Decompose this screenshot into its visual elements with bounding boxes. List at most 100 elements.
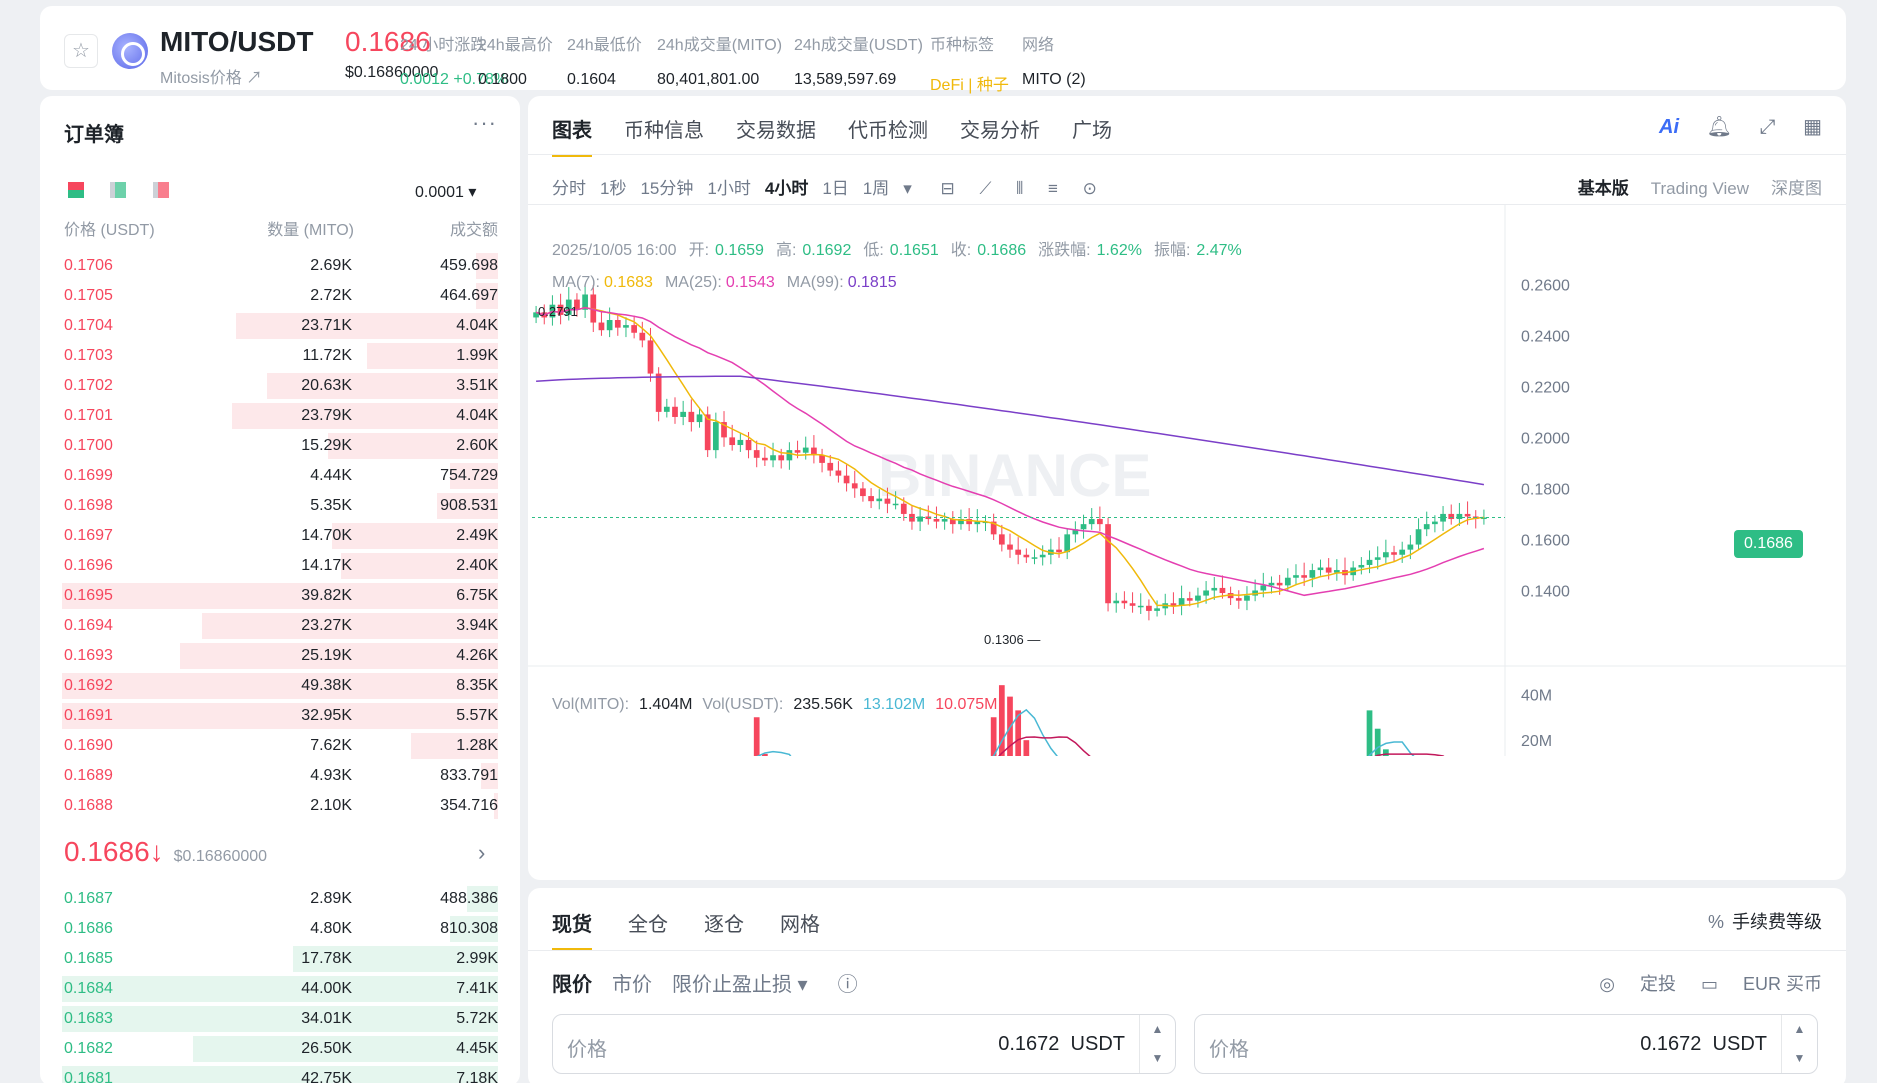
candle	[1072, 521, 1079, 543]
more-options-icon[interactable]: ···	[472, 110, 497, 135]
trade-mode-tab[interactable]: 逐仓	[704, 914, 744, 936]
ask-row[interactable]: 0.1693 25.19K 4.26K	[40, 641, 520, 671]
trade-mode-tab[interactable]: 现货	[552, 914, 592, 951]
ask-row[interactable]: 0.1690 7.62K 1.28K	[40, 731, 520, 761]
candle-body	[663, 406, 670, 412]
ask-row[interactable]: 0.1695 39.82K 6.75K	[40, 581, 520, 611]
ai-icon[interactable]: Ai	[1659, 116, 1680, 138]
ask-row[interactable]: 0.1701 23.79K 4.04K	[40, 401, 520, 431]
order-type-tab[interactable]: 限价止盈止损 ▾	[672, 974, 808, 996]
volume-bar	[1366, 710, 1373, 756]
price-chart[interactable]: BINANCE 0.2600 0.2400 0.2200 0.2000 0.1800 0.1…	[528, 96, 1846, 756]
trade-mode-tab[interactable]: 网格	[780, 914, 820, 936]
tick-size-select[interactable]: 0.0001 ▾	[415, 184, 477, 201]
asks-view-icon[interactable]	[152, 182, 169, 198]
row-qty: 2.89K	[310, 890, 352, 907]
bid-row[interactable]: 0.1681 42.75K 7.18K	[40, 1064, 520, 1083]
stat-key: 24 小时涨跌	[400, 37, 487, 54]
candle-body	[1276, 582, 1283, 586]
ask-row[interactable]: 0.1689 4.93K 833.791	[40, 761, 520, 791]
row-total: 354.716	[440, 797, 498, 814]
buy-price-stepper[interactable]: ▲ ▼	[1139, 1015, 1175, 1073]
row-qty: 11.72K	[302, 347, 352, 364]
bid-row[interactable]: 0.1686 4.80K 810.308	[40, 914, 520, 944]
interval-option[interactable]: 1日	[822, 179, 849, 198]
sell-price-input[interactable]: 价格 0.1672 USDT ▲ ▼	[1194, 1014, 1818, 1074]
layout-icon[interactable]: ▦	[1803, 116, 1822, 138]
tab-3[interactable]: 代币检测	[848, 120, 928, 142]
ask-row[interactable]: 0.1704 23.71K 4.04K	[40, 311, 520, 341]
bid-row[interactable]: 0.1683 34.01K 5.72K	[40, 1004, 520, 1034]
ask-row[interactable]: 0.1697 14.70K 2.49K	[40, 521, 520, 551]
depth-bar	[62, 673, 498, 699]
ask-row[interactable]: 0.1691 32.95K 5.57K	[40, 701, 520, 731]
buy-price-value[interactable]: 0.1672 USDT	[998, 1033, 1125, 1056]
candle	[614, 313, 621, 336]
ask-row[interactable]: 0.1688 2.10K 354.716	[40, 791, 520, 821]
buy-crypto-link[interactable]: ▭ EUR 买币	[1700, 974, 1822, 994]
interval-option[interactable]: 1小时	[707, 179, 751, 198]
info-icon[interactable]: ⓘ	[837, 974, 858, 996]
ask-row[interactable]: 0.1699 4.44K 754.729	[40, 461, 520, 491]
interval-option[interactable]: 4小时	[764, 179, 809, 198]
ask-row[interactable]: 0.1703 11.72K 1.99K	[40, 341, 520, 371]
ask-row[interactable]: 0.1705 2.72K 464.697	[40, 281, 520, 311]
stat-value: 0.0012 +0.78%	[400, 71, 509, 88]
coin-info-link[interactable]: Mitosis价格 ↗	[160, 70, 263, 87]
ask-row[interactable]: 0.1702 20.63K 3.51K	[40, 371, 520, 401]
y-tick-label: 0.2400	[1521, 328, 1570, 345]
stat-item: 24h最高价 0.1800	[478, 31, 553, 89]
order-type-tab[interactable]: 限价	[552, 974, 592, 996]
candle-body	[1244, 595, 1250, 601]
ask-row[interactable]: 0.1694 23.27K 3.94K	[40, 611, 520, 641]
view-type-option[interactable]: Trading View	[1650, 179, 1749, 198]
bids-view-icon[interactable]	[110, 182, 127, 198]
chevron-right-icon[interactable]: ›	[478, 840, 486, 865]
candle	[1358, 557, 1365, 575]
tab-1[interactable]: 币种信息	[624, 120, 704, 142]
tab-5[interactable]: 广场	[1072, 120, 1112, 142]
sell-price-stepper[interactable]: ▲ ▼	[1781, 1015, 1817, 1073]
ask-row[interactable]: 0.1706 2.69K 459.698	[40, 251, 520, 281]
bid-row[interactable]: 0.1682 26.50K 4.45K	[40, 1034, 520, 1064]
bid-row[interactable]: 0.1687 2.89K 488.386	[40, 884, 520, 914]
both-sides-view-icon[interactable]	[68, 182, 84, 198]
ask-row[interactable]: 0.1700 15.29K 2.60K	[40, 431, 520, 461]
tab-4[interactable]: 交易分析	[960, 120, 1040, 142]
row-total: 6.75K	[456, 587, 498, 604]
sell-price-value[interactable]: 0.1672 USDT	[1640, 1033, 1767, 1056]
fee-level-link[interactable]: % 手续费等级	[1708, 908, 1822, 934]
view-type-option[interactable]: 基本版	[1577, 179, 1629, 198]
interval-option[interactable]: 1周	[862, 179, 890, 198]
candle-body	[1268, 582, 1275, 586]
interval-option[interactable]: ▾	[903, 179, 912, 198]
tab-2[interactable]: 交易数据	[736, 120, 816, 142]
mito-coin-logo	[112, 33, 148, 69]
candle	[1284, 568, 1291, 591]
indicator-tools-icons[interactable]: ⊟ ⟋ ⫴ ≡ ⊙	[925, 179, 1107, 198]
view-type-option[interactable]: 深度图	[1771, 179, 1822, 198]
order-type-tab[interactable]: 市价	[612, 974, 652, 996]
ask-row[interactable]: 0.1692 49.38K 8.35K	[40, 671, 520, 701]
star-icon[interactable]: ☆	[64, 34, 98, 68]
buy-price-input[interactable]: 价格 0.1672 USDT ▲ ▼	[552, 1014, 1176, 1074]
candle	[1211, 576, 1218, 600]
vol-v3: 13.102M	[862, 696, 926, 713]
ohlc-open-label: 开:	[688, 242, 710, 259]
bid-row[interactable]: 0.1684 44.00K 7.41K	[40, 974, 520, 1004]
expand-icon[interactable]: ⤢	[1759, 116, 1776, 138]
bid-row[interactable]: 0.1685 17.78K 2.99K	[40, 944, 520, 974]
ask-row[interactable]: 0.1696 14.17K 2.40K	[40, 551, 520, 581]
interval-option[interactable]: 分时	[552, 179, 586, 198]
candle-body	[1105, 524, 1111, 604]
volume-bar	[762, 753, 768, 756]
interval-option[interactable]: 1秒	[600, 179, 627, 198]
auto-invest-link[interactable]: ◎ 定投	[1599, 974, 1676, 994]
bell-icon[interactable]: 🔔︎	[1706, 116, 1732, 138]
trade-mode-tab[interactable]: 全仓	[628, 914, 668, 936]
ask-row[interactable]: 0.1698 5.35K 908.531	[40, 491, 520, 521]
interval-option[interactable]: 15分钟	[640, 179, 694, 198]
candle	[1391, 545, 1397, 562]
tab-0[interactable]: 图表	[552, 120, 592, 157]
candle-body	[737, 439, 744, 446]
